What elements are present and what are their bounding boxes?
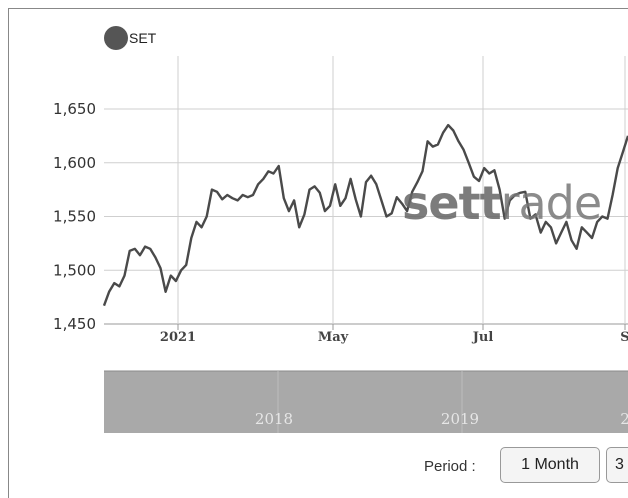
navigator-band[interactable]	[104, 371, 628, 433]
x-tick-label: Jul	[472, 330, 494, 345]
x-tick-label: May	[318, 330, 349, 345]
navigator-year-label: 2	[620, 410, 628, 428]
y-axis: 1,450 1,500 1,550 1,600 1,650	[53, 100, 96, 333]
navigator-year-label: 2018	[255, 410, 293, 428]
period-selector: Period : 1 Month 3	[0, 447, 628, 487]
settrade-watermark: settrade	[402, 176, 602, 230]
legend[interactable]: SET	[104, 26, 156, 50]
y-tick-label: 1,450	[53, 315, 96, 333]
period-3-button[interactable]: 3	[606, 447, 628, 483]
legend-label: SET	[129, 30, 157, 46]
navigator[interactable]: 2018 2019 2	[104, 370, 628, 433]
y-tick-label: 1,500	[53, 261, 96, 279]
series-line-set	[102, 123, 628, 307]
y-tick-label: 1,550	[53, 208, 96, 226]
legend-marker	[104, 26, 128, 50]
x-tick-label: S	[620, 330, 628, 345]
period-1-month-button[interactable]: 1 Month	[500, 447, 600, 483]
grid	[104, 56, 628, 325]
y-tick-label: 1,600	[53, 154, 96, 172]
navigator-year-label: 2019	[441, 410, 479, 428]
period-label: Period :	[424, 458, 476, 475]
y-tick-label: 1,650	[53, 100, 96, 118]
x-axis: 2021 May Jul S	[160, 324, 628, 345]
x-tick-label: 2021	[160, 330, 196, 345]
chart-frame	[8, 8, 628, 498]
